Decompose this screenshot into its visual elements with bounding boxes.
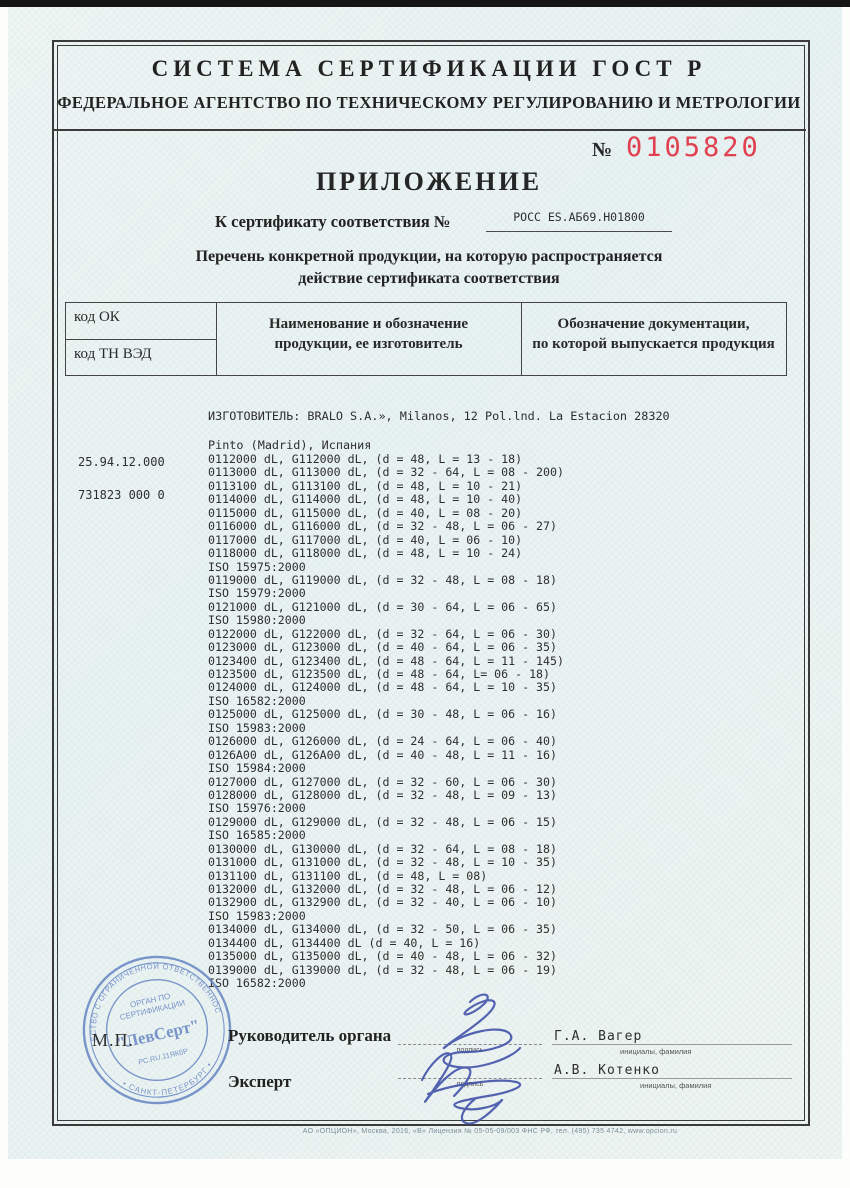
product-line: 0135000 dL, G135000 dL, (d = 40 - 48, L … (208, 949, 558, 964)
column-header-code-ok: код ОК (74, 309, 120, 325)
manufacturer-line2: Pinto (Madrid), Испания (208, 438, 372, 452)
product-line: 0117000 dL, G117000 dL, (d = 40, L = 06 … (208, 532, 523, 547)
product-list-subtitle-line2: действие сертификата соответствия (298, 270, 560, 287)
name-caption-row2: инициалы, фамилия (640, 1081, 712, 1090)
guilloche-paper-background (8, 7, 842, 1159)
signature-caption-row1: подпись (456, 1047, 484, 1054)
table-divider-horizontal-left (66, 339, 216, 340)
product-line: 0139000 dL, G139000 dL, (d = 32 - 48, L … (208, 962, 558, 977)
code-ok-value: 25.94.12.000 (78, 455, 165, 469)
handwritten-signatures-ink (420, 993, 522, 1125)
product-line: ISO 16585:2000 (208, 828, 306, 843)
scan-edge-artifact (0, 0, 850, 7)
product-line: 0131000 dL, G131000 dL, (d = 32 - 48, L … (208, 855, 558, 870)
name-line-row1 (552, 1044, 792, 1045)
signature-line-row1 (398, 1044, 542, 1045)
product-line: 0112000 dL, G112000 dL, (d = 48, L = 13 … (208, 452, 523, 466)
table-header-box: код ОК код ТН ВЭД Наименование и обознач… (65, 302, 787, 376)
product-line: ISO 15983:2000 (208, 908, 306, 923)
product-line: 0123000 dL, G123000 dL, (d = 40 - 64, L … (208, 640, 558, 655)
product-line: ISO 15983:2000 (208, 720, 306, 735)
column-header-code-tnved: код ТН ВЭД (74, 346, 152, 362)
product-line: 0121000 dL, G121000 dL, (d = 30 - 64, L … (208, 599, 558, 614)
product-line: ISO 16582:2000 (208, 976, 306, 991)
inner-frame (57, 45, 805, 1121)
certification-body-stamp: ОБЩЕСТВО С ОГРАНИЧЕННОЙ ОТВЕТСТВЕННОСТЬЮ… (78, 951, 232, 1106)
expert-label: Эксперт (228, 1072, 292, 1091)
product-line: ISO 15984:2000 (208, 761, 306, 776)
head-of-body-name: Г.А. Вагер (554, 1029, 643, 1044)
product-line: 0124000 dL, G124000 dL, (d = 48 - 64, L … (208, 680, 558, 695)
product-line: ISO 15979:2000 (208, 586, 306, 601)
product-line: 0134400 dL, G134400 dL (d = 40, L = 16) (208, 935, 481, 950)
product-line: 0130000 dL, G130000 dL, (d = 32 - 64, L … (208, 841, 558, 856)
column-header-product-line1: Наименование и обозначение (268, 316, 469, 332)
product-line: 0113000 dL, G113000 dL, (d = 32 - 64, L … (208, 465, 564, 480)
product-line: 0126000 dL, G126000 dL, (d = 24 - 64, L … (208, 734, 558, 749)
product-line: 0129000 dL, G129000 dL, (d = 32 - 48, L … (208, 814, 558, 829)
federal-agency-subtitle: ФЕДЕРАЛЬНОЕ АГЕНТСТВО ПО ТЕХНИЧЕСКОМУ РЕ… (57, 93, 801, 112)
product-line: 0128000 dL, G128000 dL, (d = 32 - 48, L … (208, 787, 558, 802)
product-line: ISO 15975:2000 (208, 559, 306, 574)
product-line: 0118000 dL, G118000 dL, (d = 48, L = 10 … (208, 546, 523, 561)
product-line: 0125000 dL, G125000 dL, (d = 30 - 48, L … (208, 707, 558, 722)
product-line: 0123400 dL, G123400 dL, (d = 48 - 64, L … (208, 653, 564, 668)
product-line: 0127000 dL, G127000 dL, (d = 32 - 60, L … (208, 774, 558, 789)
outer-frame (52, 40, 810, 1126)
product-line: 0116000 dL, G116000 dL, (d = 32 - 48, L … (208, 519, 558, 534)
certificate-reference-label: К сертификату соответствия № (215, 212, 451, 231)
certification-system-title: СИСТЕМА СЕРТИФИКАЦИИ ГОСТ Р (151, 56, 707, 81)
product-list: 0112000 dL, G112000 dL, (d = 48, L = 13 … (208, 452, 564, 991)
product-line: 0132000 dL, G132000 dL, (d = 32 - 48, L … (208, 882, 558, 896)
product-line: 0115000 dL, G115000 dL, (d = 40, L = 08 … (208, 505, 523, 520)
product-line: ISO 15980:2000 (208, 613, 306, 628)
stamp-reg-number: РС.RU.11ЯК6Р (137, 1046, 189, 1066)
column-header-product-line2: продукции, ее изготовитель (274, 336, 463, 352)
table-divider-vertical-2 (521, 303, 522, 375)
product-line: 0134000 dL, G134000 dL, (d = 32 - 50, L … (208, 922, 558, 937)
product-line: 0119000 dL, G119000 dL, (d = 32 - 48, L … (208, 572, 558, 587)
product-line: 0132900 dL, G132900 dL, (d = 32 - 40, L … (208, 895, 558, 910)
serial-number-prefix: № (592, 139, 613, 161)
product-line: 0113100 dL, G113100 dL, (d = 48, L = 10 … (208, 478, 523, 493)
product-line: 0126A00 dL, G126A00 dL, (d = 40 - 48, L … (208, 747, 558, 762)
name-line-row2 (552, 1078, 792, 1079)
product-line: 0114000 dL, G114000 dL, (d = 48, L = 10 … (208, 492, 523, 507)
certificate-number-underline (486, 231, 672, 232)
header-band: СИСТЕМА СЕРТИФИКАЦИИ ГОСТ Р ФЕДЕРАЛЬНОЕ … (52, 40, 806, 131)
print-house-footer: АО «ОПЦИОН», Москва, 2016, «В» Лицензия … (302, 1128, 678, 1135)
certificate-number: РОСС ES.АБ69.Н01800 (513, 210, 645, 224)
code-tnved-value: 731823 000 0 (78, 488, 165, 502)
product-list-subtitle-line1: Перечень конкретной продукции, на котору… (195, 248, 663, 265)
product-line: 0122000 dL, G122000 dL, (d = 32 - 64, L … (208, 626, 558, 641)
column-header-docs-line2: по которой выпускается продукция (532, 336, 775, 352)
head-of-body-label: Руководитель органа (228, 1026, 392, 1045)
serial-number: 0105820 (626, 132, 761, 163)
product-line: 0123500 dL, G123500 dL, (d = 48 - 64, L=… (208, 667, 551, 681)
product-line: ISO 15976:2000 (208, 801, 306, 816)
seal-place-label: М.П. (92, 1030, 135, 1050)
signature-line-row2 (398, 1078, 542, 1079)
manufacturer-block: ИЗГОТОВИТЕЛЬ: BRALO S.A.», Milanos, 12 P… (208, 409, 670, 453)
table-divider-vertical-1 (216, 303, 217, 375)
appendix-title: ПРИЛОЖЕНИЕ (315, 167, 543, 196)
expert-name: А.В. Котенко (554, 1063, 660, 1078)
name-caption-row1: инициалы, фамилия (620, 1047, 692, 1056)
product-line: ISO 16582:2000 (208, 693, 306, 708)
product-line: 0131100 dL, G131100 dL, (d = 48, L = 08) (208, 868, 488, 883)
column-header-docs-line1: Обозначение документации, (557, 316, 750, 332)
manufacturer-line1: ИЗГОТОВИТЕЛЬ: BRALO S.A.», Milanos, 12 P… (208, 409, 670, 423)
